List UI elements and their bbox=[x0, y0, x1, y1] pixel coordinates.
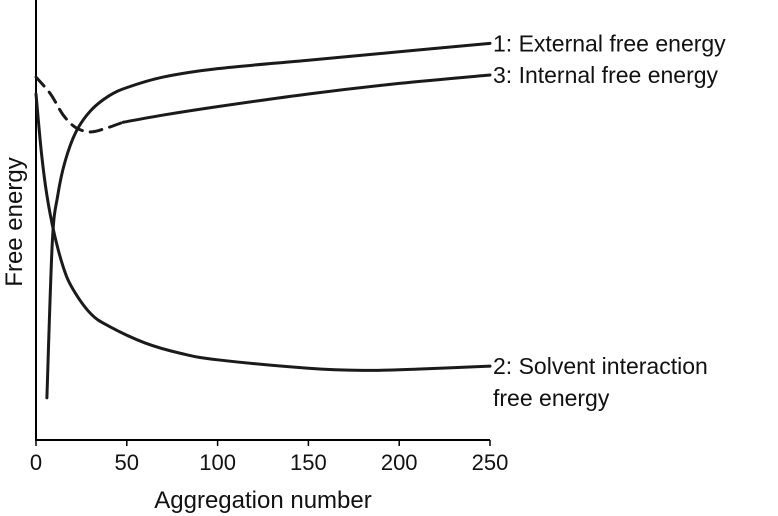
series-2-label: 2: Solvent interaction free energy bbox=[493, 353, 708, 411]
series-1-line bbox=[45, 41, 492, 400]
x-tick-label-150: 150 bbox=[290, 450, 327, 475]
x-tick-label-250: 250 bbox=[472, 450, 509, 475]
series-2-label-line-2: free energy bbox=[493, 385, 610, 411]
x-tick-label-200: 200 bbox=[381, 450, 418, 475]
x-tick-label-50: 50 bbox=[115, 450, 139, 475]
series-1-label-line-1: 1: External free energy bbox=[493, 30, 726, 56]
x-tick-label-0: 0 bbox=[30, 450, 42, 475]
series-lines bbox=[34, 41, 492, 400]
series-labels: 1: External free energy 2: Solvent intera… bbox=[493, 30, 726, 411]
series-3-dashed-line bbox=[34, 75, 125, 134]
x-tick-label-100: 100 bbox=[199, 450, 236, 475]
series-2-line bbox=[34, 92, 492, 372]
x-ticks: 0 50 100 150 200 250 bbox=[30, 440, 508, 475]
series-3-label-line-1: 3: Internal free energy bbox=[493, 62, 719, 88]
series-1-label: 1: External free energy bbox=[493, 30, 726, 56]
x-axis-label: Aggregation number bbox=[154, 487, 371, 514]
series-3-label: 3: Internal free energy bbox=[493, 62, 719, 88]
series-3-line bbox=[121, 73, 492, 124]
y-axis-label: Free energy bbox=[1, 157, 28, 286]
series-2-label-line-1: 2: Solvent interaction bbox=[493, 353, 708, 379]
axes bbox=[35, 0, 490, 441]
